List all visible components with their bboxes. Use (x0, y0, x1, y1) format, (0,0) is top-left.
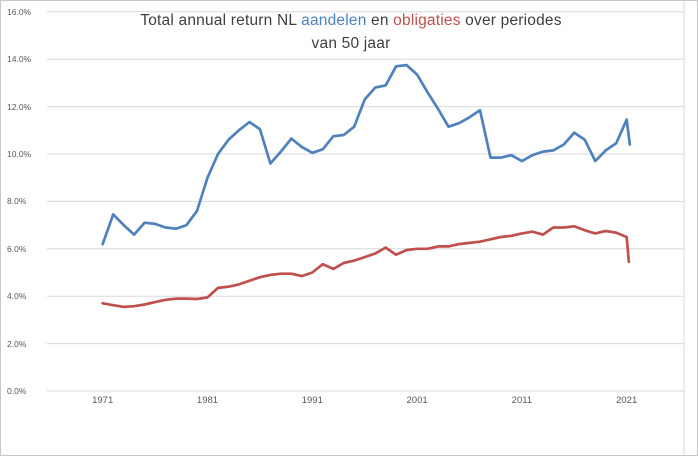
chart-title-line-2: van 50 jaar (311, 35, 391, 52)
y-axis-tick-label: 16.0% (7, 6, 32, 17)
title-text-suffix: over periodes (460, 12, 562, 29)
y-axis-tick-label: 0.0% (7, 386, 27, 396)
x-axis-tick-label: 1971 (92, 395, 114, 406)
series-line-obligaties (101, 224, 631, 309)
y-axis-tick-label: 10.0% (7, 149, 32, 159)
x-axis-tick-label: 1981 (196, 395, 219, 406)
x-axis-tick-label: 2011 (511, 395, 533, 406)
y-axis-tick-label: 12.0% (7, 101, 32, 112)
title-text-connector: en (366, 12, 394, 29)
y-axis-tick-label: 2.0% (7, 338, 27, 349)
x-axis-tick-label: 2001 (406, 395, 428, 406)
title-word-aandelen: aandelen (301, 12, 367, 29)
y-axis-tick-label: 6.0% (7, 243, 27, 254)
y-axis-tick-label: 14.0% (7, 54, 32, 65)
y-axis-tick-label: 8.0% (7, 196, 27, 207)
x-axis-tick-label: 2021 (616, 395, 638, 406)
series-line-aandelen (101, 63, 632, 246)
y-axis-tick-label: 4.0% (7, 291, 27, 302)
title-word-obligaties: obligaties (393, 12, 461, 29)
chart-title: Total annual return NL aandelen en oblig… (51, 9, 651, 55)
x-axis-tick-label: 1991 (301, 395, 323, 406)
title-text-prefix: Total annual return NL (140, 12, 302, 29)
chart-title-line-1: Total annual return NL aandelen en oblig… (51, 9, 651, 32)
